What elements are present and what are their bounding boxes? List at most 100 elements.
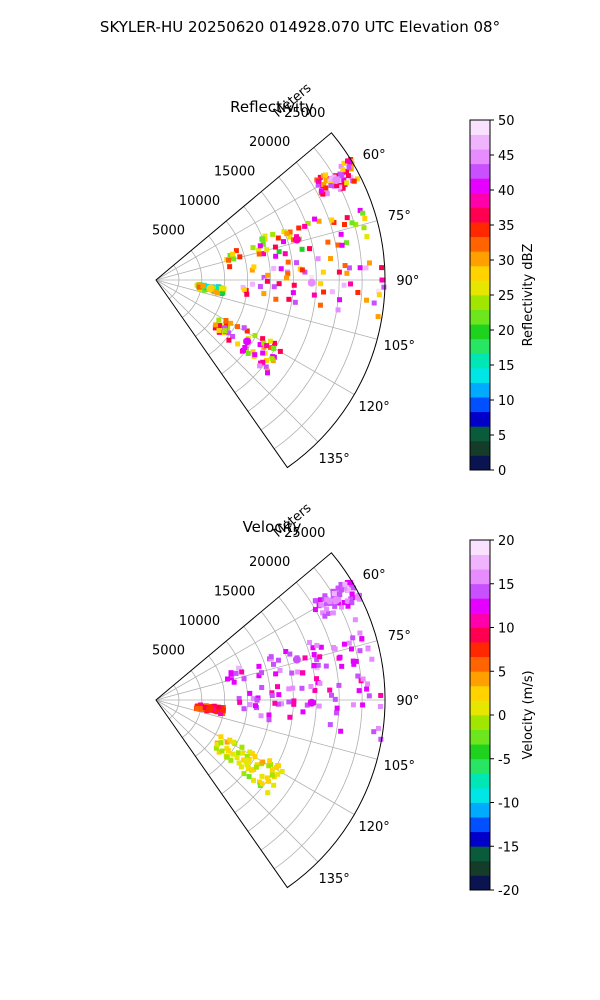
colorbar-bin <box>470 382 490 398</box>
echo-gate <box>228 757 234 763</box>
echo-gate <box>292 299 298 305</box>
colorbar-bin <box>470 685 490 701</box>
azimuth-tick-label: 120° <box>358 400 389 415</box>
echo-gate <box>264 343 270 349</box>
echo-gate <box>203 283 209 289</box>
echo-gate <box>241 325 247 331</box>
echo-gate <box>200 283 206 289</box>
echo-gate <box>300 670 306 676</box>
echo-gate <box>346 164 352 170</box>
echo-gate <box>314 657 320 663</box>
echo-gate <box>271 782 277 788</box>
echo-gate <box>346 640 352 646</box>
echo-gate <box>237 254 243 260</box>
echo-gate <box>262 233 268 239</box>
echo-gate <box>337 184 343 190</box>
colorbar-bin <box>470 831 490 847</box>
echo-gate <box>266 778 272 784</box>
echo-gate <box>345 588 351 594</box>
echo-gate <box>216 704 222 710</box>
colorbar-tick-label: 25 <box>498 289 515 304</box>
echo-gate <box>351 585 357 591</box>
echo-gate <box>315 178 321 184</box>
echo-gate <box>353 221 359 227</box>
range-ring <box>208 640 248 776</box>
echo-gate <box>375 314 381 320</box>
echo-gate <box>240 750 246 756</box>
echo-gate <box>213 708 219 714</box>
echo-gate <box>231 256 237 262</box>
echo-gate <box>328 182 334 188</box>
echo-gate <box>257 363 263 369</box>
echo-gate <box>312 687 318 693</box>
echo-gate <box>216 323 222 329</box>
colorbar-bin <box>470 222 490 238</box>
echo-core <box>292 655 301 664</box>
echo-gate <box>345 173 351 179</box>
echo-gate <box>222 328 228 334</box>
echo-core <box>332 596 341 605</box>
echo-gate <box>339 173 345 179</box>
colorbar-bin <box>470 715 490 730</box>
echo-gate <box>344 168 350 174</box>
echo-gate <box>314 676 320 682</box>
echo-gate <box>324 600 330 606</box>
azimuth-tick-label: 75° <box>388 209 411 224</box>
echo-gate <box>284 231 290 237</box>
echo-gate <box>259 684 265 690</box>
echo-core <box>292 235 301 244</box>
echo-gate <box>318 281 324 287</box>
echo-gate <box>249 767 255 773</box>
colorbar-bin <box>470 758 490 774</box>
range-ring <box>168 265 180 300</box>
echo-gate <box>315 182 321 188</box>
velocity-title: Velocity <box>243 518 302 536</box>
echo-gate <box>202 705 208 711</box>
echo-gate <box>330 610 336 616</box>
echo-gate <box>361 225 367 231</box>
echo-gate <box>341 600 347 605</box>
echo-gate <box>266 763 272 769</box>
echo-gate <box>320 269 326 275</box>
sector-outline <box>155 132 386 469</box>
echo-gate <box>283 649 289 655</box>
echo-gate <box>284 275 290 281</box>
echo-gate <box>364 686 370 692</box>
echo-gate <box>269 772 275 778</box>
echo-gate <box>268 344 274 350</box>
echo-gate <box>315 662 321 668</box>
echo-gate <box>324 597 330 603</box>
velocity-colorbar: -20 -15 -10 -5 0 5 10 15 20 Velocity (m/s) <box>469 534 536 899</box>
azimuth-tick-label: 105° <box>384 339 415 354</box>
echo-gate <box>264 358 270 364</box>
echo-gate <box>376 288 382 294</box>
echo-gate <box>252 332 258 338</box>
echo-gate <box>341 282 347 288</box>
echo-gate <box>321 602 327 608</box>
reflectivity-panel: Reflectivity 500010000150002000025000Met… <box>152 81 536 479</box>
echo-gate <box>371 300 377 306</box>
echo-gate <box>275 701 281 707</box>
echo-gate <box>317 174 323 180</box>
echo-gate <box>345 158 351 164</box>
echo-gate <box>312 598 318 604</box>
echo-gate <box>225 330 231 336</box>
echo-gate <box>295 669 301 675</box>
echo-gate <box>338 163 344 169</box>
echo-gate <box>340 167 346 173</box>
echo-gate <box>240 347 246 353</box>
echo-gate <box>322 613 328 619</box>
range-tick-label: 5000 <box>152 644 185 659</box>
echo-gate <box>316 218 322 224</box>
echo-gate <box>302 655 308 661</box>
echo-gate <box>325 239 331 245</box>
echo-gate <box>332 696 338 702</box>
echo-gate <box>244 753 250 759</box>
echo-gate <box>227 252 233 258</box>
colorbar-bin <box>470 817 490 833</box>
echo-gate <box>325 610 331 616</box>
echo-gate <box>317 597 323 603</box>
colorbar-bin <box>470 569 490 585</box>
echo-core <box>243 757 252 766</box>
